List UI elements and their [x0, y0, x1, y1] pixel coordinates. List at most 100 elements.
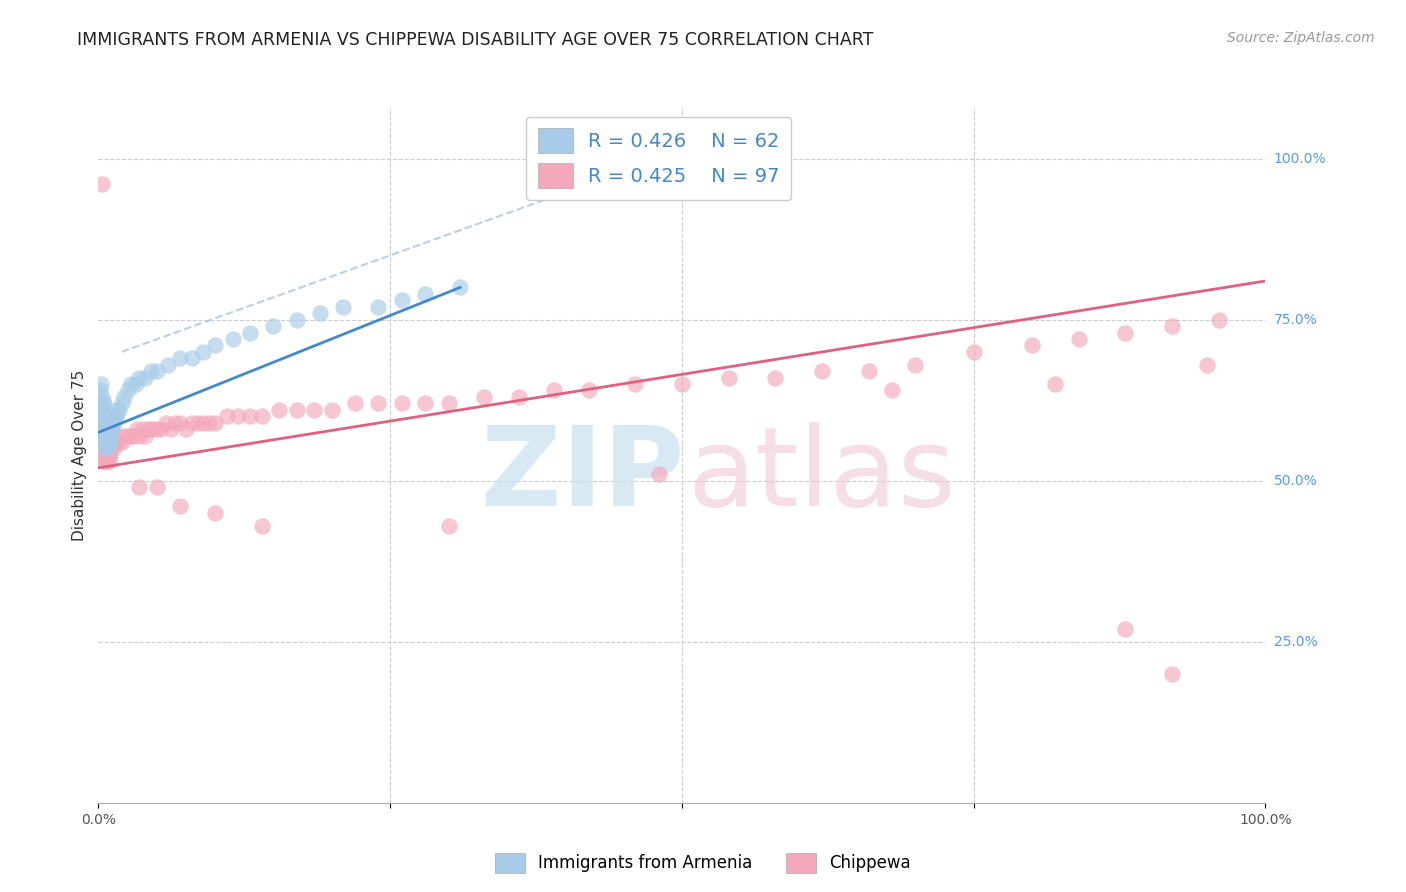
Point [97, 428, 120, 442]
Point [105, 402, 128, 417]
Point [146, 364, 169, 378]
Point [285, 402, 308, 417]
Point [100, 442, 122, 456]
Point [89, 422, 111, 436]
Point [90, 390, 112, 404]
Point [193, 344, 215, 359]
Point [763, 370, 786, 384]
Point [671, 377, 693, 392]
Point [105, 428, 128, 442]
Point [138, 422, 160, 436]
Point [90, 435, 112, 450]
Point [309, 306, 332, 320]
Point [94, 454, 117, 468]
Point [93, 428, 115, 442]
Point [97, 454, 120, 468]
Point [90, 416, 112, 430]
Point [91, 396, 114, 410]
Point [96, 422, 118, 436]
Point [104, 409, 127, 424]
Point [93, 442, 115, 456]
Point [169, 351, 191, 366]
Point [332, 300, 354, 314]
Point [98, 422, 121, 436]
Point [391, 293, 413, 308]
Point [96, 409, 118, 424]
Point [90, 416, 112, 430]
Point [104, 435, 127, 450]
Point [204, 416, 226, 430]
Point [122, 428, 145, 442]
Point [91, 435, 114, 450]
Point [624, 377, 647, 392]
Point [1195, 358, 1218, 372]
Point [449, 280, 471, 294]
Point [89, 396, 111, 410]
Point [112, 390, 135, 404]
Point [198, 416, 221, 430]
Point [187, 416, 209, 430]
Point [180, 351, 202, 366]
Point [94, 428, 117, 442]
Point [90, 442, 112, 456]
Point [159, 422, 181, 436]
Point [94, 409, 117, 424]
Point [98, 435, 121, 450]
Point [91, 435, 114, 450]
Point [157, 358, 180, 372]
Point [93, 396, 115, 410]
Point [367, 300, 389, 314]
Point [94, 435, 117, 450]
Point [97, 422, 120, 436]
Point [904, 358, 927, 372]
Point [90, 422, 112, 436]
Point [391, 396, 413, 410]
Point [344, 396, 367, 410]
Point [717, 370, 740, 384]
Legend: Immigrants from Armenia, Chippewa: Immigrants from Armenia, Chippewa [488, 847, 918, 880]
Point [104, 435, 127, 450]
Point [437, 518, 460, 533]
Point [413, 286, 436, 301]
Point [120, 428, 142, 442]
Point [472, 390, 495, 404]
Point [174, 422, 197, 436]
Point [94, 422, 117, 436]
Point [1161, 667, 1184, 681]
Point [125, 377, 148, 392]
Point [89, 409, 111, 424]
Point [111, 435, 134, 450]
Point [98, 448, 121, 462]
Point [103, 416, 125, 430]
Point [146, 480, 169, 494]
Point [111, 396, 134, 410]
Point [215, 409, 238, 424]
Point [134, 370, 156, 384]
Point [193, 416, 215, 430]
Point [155, 416, 177, 430]
Text: IMMIGRANTS FROM ARMENIA VS CHIPPEWA DISABILITY AGE OVER 75 CORRELATION CHART: IMMIGRANTS FROM ARMENIA VS CHIPPEWA DISA… [77, 31, 873, 49]
Point [93, 428, 115, 442]
Point [239, 326, 262, 340]
Point [101, 435, 124, 450]
Point [647, 467, 669, 482]
Point [91, 409, 114, 424]
Point [103, 442, 125, 456]
Point [97, 435, 120, 450]
Point [96, 435, 118, 450]
Point [169, 500, 191, 514]
Point [97, 442, 120, 456]
Point [304, 402, 326, 417]
Text: Source: ZipAtlas.com: Source: ZipAtlas.com [1227, 31, 1375, 45]
Text: atlas: atlas [688, 422, 956, 529]
Text: 75.0%: 75.0% [1274, 312, 1317, 326]
Point [97, 442, 120, 456]
Point [120, 377, 142, 392]
Point [125, 422, 148, 436]
Point [97, 454, 120, 468]
Point [101, 422, 124, 436]
Point [100, 416, 122, 430]
Point [1114, 326, 1136, 340]
Point [90, 428, 112, 442]
Point [858, 364, 880, 378]
